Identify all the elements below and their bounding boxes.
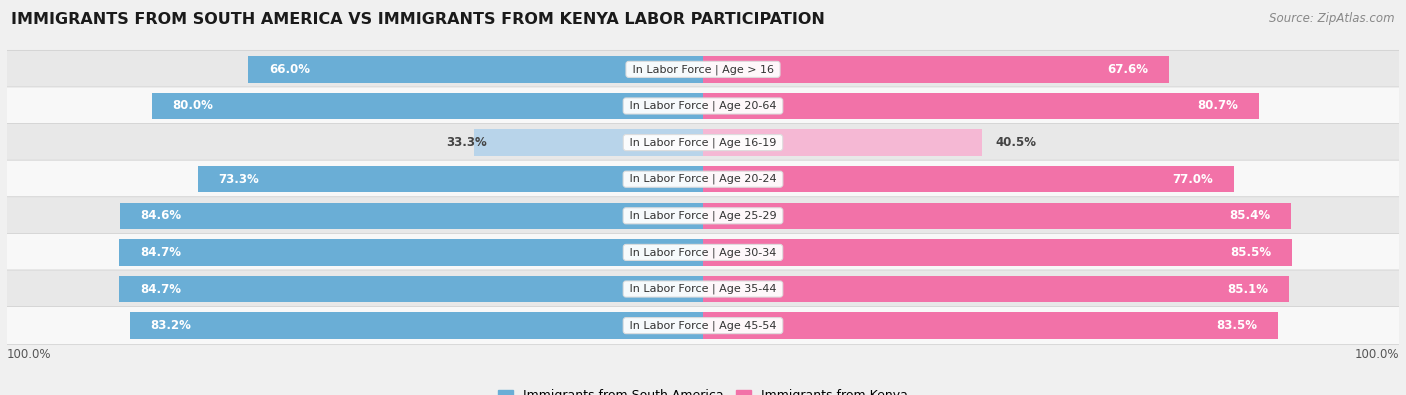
Text: Source: ZipAtlas.com: Source: ZipAtlas.com <box>1270 12 1395 25</box>
Text: 84.6%: 84.6% <box>141 209 181 222</box>
Bar <box>703 203 1292 229</box>
FancyBboxPatch shape <box>0 124 1406 162</box>
Text: 40.5%: 40.5% <box>995 136 1036 149</box>
FancyBboxPatch shape <box>0 307 1406 345</box>
FancyBboxPatch shape <box>0 50 1406 88</box>
Bar <box>703 130 981 156</box>
Text: 67.6%: 67.6% <box>1107 63 1149 76</box>
Text: 84.7%: 84.7% <box>141 246 181 259</box>
Text: 84.7%: 84.7% <box>141 282 181 295</box>
Text: In Labor Force | Age > 16: In Labor Force | Age > 16 <box>628 64 778 75</box>
Text: 83.2%: 83.2% <box>150 319 191 332</box>
Text: 85.1%: 85.1% <box>1227 282 1268 295</box>
Text: 100.0%: 100.0% <box>1354 348 1399 361</box>
FancyBboxPatch shape <box>0 197 1406 235</box>
Text: 73.3%: 73.3% <box>218 173 259 186</box>
Text: In Labor Force | Age 25-29: In Labor Force | Age 25-29 <box>626 211 780 221</box>
Text: In Labor Force | Age 30-34: In Labor Force | Age 30-34 <box>626 247 780 258</box>
Text: 85.5%: 85.5% <box>1230 246 1271 259</box>
Text: In Labor Force | Age 35-44: In Labor Force | Age 35-44 <box>626 284 780 294</box>
Bar <box>474 130 703 156</box>
Bar <box>129 312 703 339</box>
Bar <box>120 203 703 229</box>
Text: 33.3%: 33.3% <box>447 136 488 149</box>
Text: 100.0%: 100.0% <box>7 348 52 361</box>
Bar <box>703 166 1233 192</box>
Text: In Labor Force | Age 20-64: In Labor Force | Age 20-64 <box>626 101 780 111</box>
Bar <box>152 93 703 119</box>
Text: 85.4%: 85.4% <box>1230 209 1271 222</box>
FancyBboxPatch shape <box>0 87 1406 125</box>
Text: In Labor Force | Age 45-54: In Labor Force | Age 45-54 <box>626 320 780 331</box>
FancyBboxPatch shape <box>0 160 1406 198</box>
Bar <box>249 56 703 83</box>
Bar <box>703 239 1292 265</box>
Bar <box>703 56 1168 83</box>
Text: 83.5%: 83.5% <box>1216 319 1258 332</box>
Bar <box>120 239 703 265</box>
Bar <box>703 93 1260 119</box>
FancyBboxPatch shape <box>0 233 1406 271</box>
Text: 77.0%: 77.0% <box>1173 173 1213 186</box>
Text: In Labor Force | Age 20-24: In Labor Force | Age 20-24 <box>626 174 780 184</box>
Bar <box>703 276 1289 302</box>
Bar <box>120 276 703 302</box>
FancyBboxPatch shape <box>0 270 1406 308</box>
Bar <box>703 312 1278 339</box>
Legend: Immigrants from South America, Immigrants from Kenya: Immigrants from South America, Immigrant… <box>494 384 912 395</box>
Text: 80.0%: 80.0% <box>173 100 214 113</box>
Text: In Labor Force | Age 16-19: In Labor Force | Age 16-19 <box>626 137 780 148</box>
Text: 80.7%: 80.7% <box>1198 100 1239 113</box>
Text: 66.0%: 66.0% <box>269 63 309 76</box>
Text: IMMIGRANTS FROM SOUTH AMERICA VS IMMIGRANTS FROM KENYA LABOR PARTICIPATION: IMMIGRANTS FROM SOUTH AMERICA VS IMMIGRA… <box>11 12 825 27</box>
Bar <box>198 166 703 192</box>
